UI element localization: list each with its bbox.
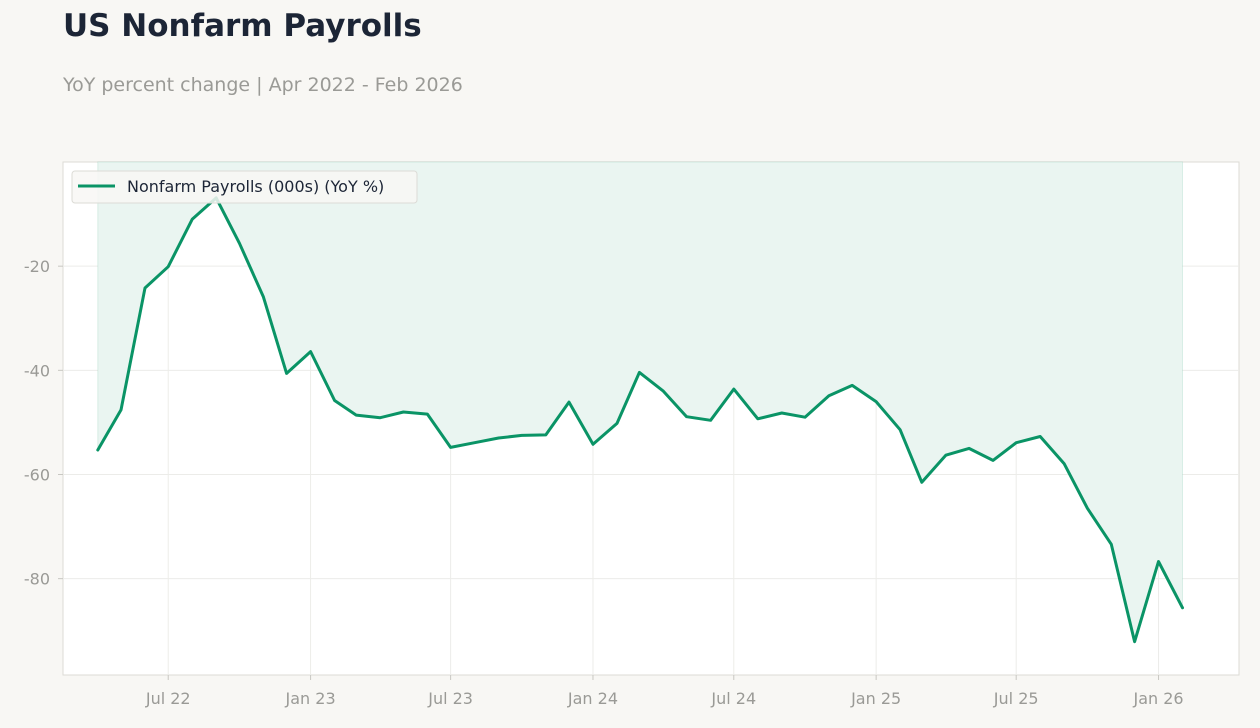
y-tick-label: -20 <box>24 257 50 276</box>
x-tick-label: Jan 26 <box>1132 689 1183 708</box>
x-axis: Jul 22 Jan 23 Jul 23 Jan 24 Jul 24 Jan 25 Jul … <box>145 675 1184 708</box>
y-tick-label: -60 <box>24 465 50 484</box>
x-tick-label: Jul 22 <box>145 689 191 708</box>
legend: Nonfarm Payrolls (000s) (YoY %) <box>71 170 418 204</box>
x-tick-label: Jul 25 <box>993 689 1039 708</box>
y-tick-label: -40 <box>24 361 50 380</box>
series-line-group <box>96 196 1184 644</box>
chart-subtitle: YoY percent change | Apr 2022 - Feb 2026 <box>63 74 463 96</box>
x-tick-label: Jul 23 <box>427 689 473 708</box>
series-line <box>96 196 1184 644</box>
legend-label: Nonfarm Payrolls (000s) (YoY %) <box>127 177 384 196</box>
chart-title: US Nonfarm Payrolls <box>63 8 422 44</box>
legend-box <box>71 170 418 204</box>
y-tick-label: -80 <box>24 570 50 589</box>
y-axis: -20 -40 -60 -80 <box>24 257 63 589</box>
x-tick-label: Jul 24 <box>710 689 756 708</box>
x-tick-label: Jan 23 <box>285 689 336 708</box>
x-tick-label: Jan 25 <box>850 689 901 708</box>
x-tick-label: Jan 24 <box>567 689 618 708</box>
